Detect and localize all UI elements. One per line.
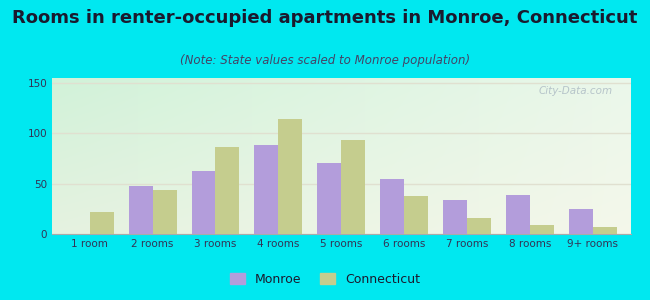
Text: (Note: State values scaled to Monroe population): (Note: State values scaled to Monroe pop…: [180, 54, 470, 67]
Bar: [129, 186, 153, 234]
Bar: [278, 119, 302, 234]
Bar: [569, 209, 593, 234]
Bar: [341, 140, 365, 234]
Bar: [380, 178, 404, 234]
Bar: [506, 195, 530, 234]
Text: City-Data.com: City-Data.com: [539, 86, 613, 96]
Bar: [192, 171, 216, 234]
Bar: [216, 147, 239, 234]
Bar: [443, 200, 467, 234]
Bar: [90, 212, 114, 234]
Bar: [404, 196, 428, 234]
Bar: [593, 227, 617, 234]
Bar: [317, 163, 341, 234]
Text: Rooms in renter-occupied apartments in Monroe, Connecticut: Rooms in renter-occupied apartments in M…: [12, 9, 638, 27]
Bar: [530, 225, 554, 234]
Bar: [467, 218, 491, 234]
Bar: [255, 146, 278, 234]
Legend: Monroe, Connecticut: Monroe, Connecticut: [225, 268, 425, 291]
Bar: [153, 190, 177, 234]
